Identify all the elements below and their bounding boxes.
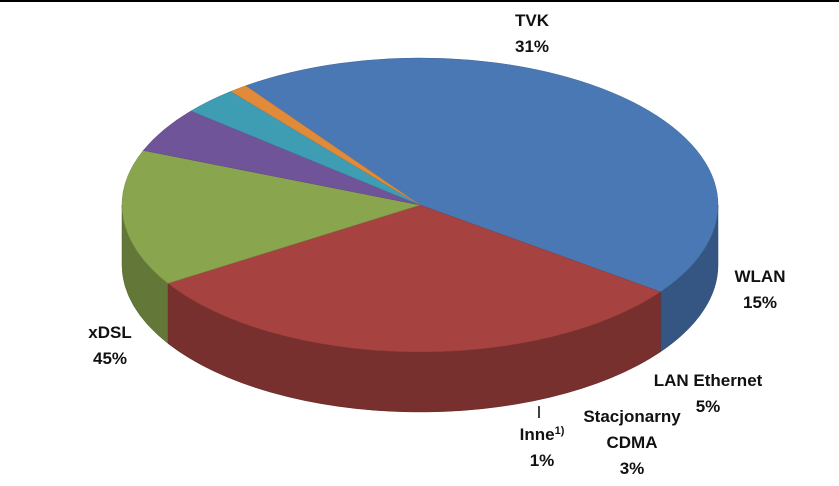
value-label: 3% <box>619 459 645 478</box>
slice <box>230 85 421 206</box>
category-name: WLAN <box>730 264 790 290</box>
category-name: Stacjonarny CDMA <box>577 404 687 456</box>
category-text: WLAN <box>734 267 786 286</box>
category-name: LAN Ethernet <box>638 368 778 394</box>
category-name: Inne1) <box>507 422 577 448</box>
value-label: 1% <box>529 451 555 470</box>
value-label: 45% <box>92 349 128 368</box>
value-label: 15% <box>742 293 778 312</box>
category-text: Stacjonarny CDMA <box>583 407 681 452</box>
footnote-mark: 1) <box>554 425 565 437</box>
slice-label: xDSL 45% <box>80 320 140 372</box>
value-label: 31% <box>514 37 550 56</box>
category-text: LAN Ethernet <box>653 371 763 390</box>
category-text: Inne <box>519 425 555 444</box>
slice-label: Inne1) 1% <box>507 422 577 474</box>
slice-label: LAN Ethernet 5% <box>638 368 778 420</box>
category-text: TVK <box>515 11 549 30</box>
slice <box>121 150 421 284</box>
category-name: TVK <box>502 8 562 34</box>
slice-label: Stacjonarny CDMA 3% <box>577 404 687 482</box>
slice-label: WLAN 15% <box>730 264 790 316</box>
slice <box>167 204 662 353</box>
category-name: xDSL <box>80 320 140 346</box>
category-text: xDSL <box>88 323 132 342</box>
value-label: 5% <box>695 397 721 416</box>
slice-label: TVK 31% <box>502 8 562 60</box>
slice <box>245 57 719 293</box>
